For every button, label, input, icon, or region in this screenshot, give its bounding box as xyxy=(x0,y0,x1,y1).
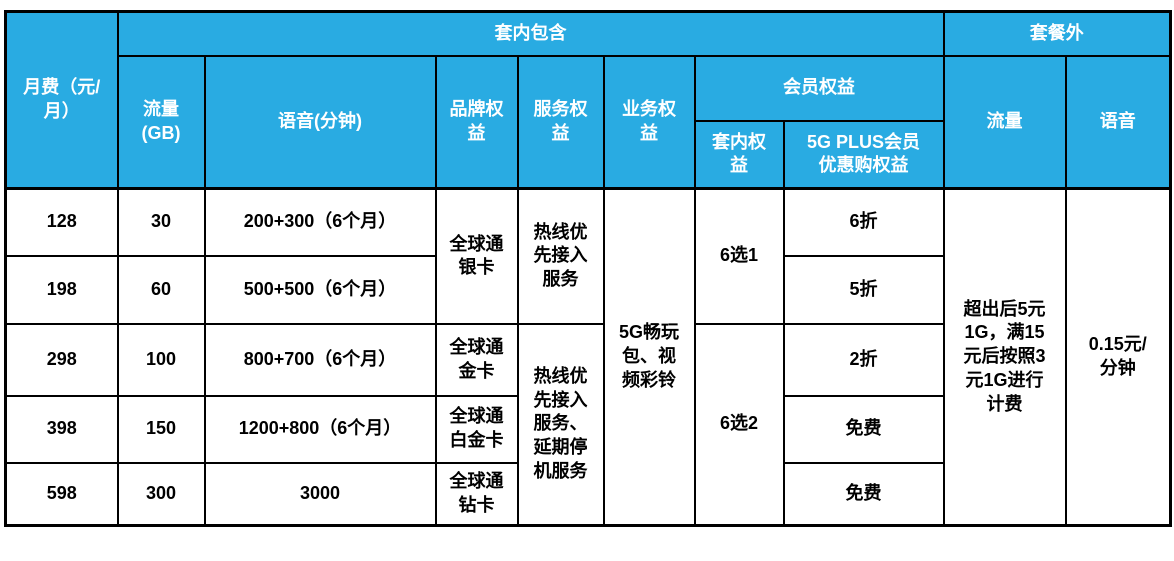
cell-fee: 398 xyxy=(4,394,119,464)
cell-voice: 1200+800（6个月） xyxy=(203,394,437,464)
table-row: 398 150 1200+800（6个月） 全球通 白金卡 免费 xyxy=(4,394,1171,464)
cell-fee: 298 xyxy=(4,322,119,397)
tariff-table: 月费（元/ 月） 套内包含 套餐外 流量 (GB) 语音(分钟) 品牌权 益 服… xyxy=(4,10,1173,527)
cell-data: 30 xyxy=(116,187,206,257)
header-brand-benefit: 品牌权 益 xyxy=(434,54,519,190)
header-member-in-package: 套内权 益 xyxy=(693,119,785,190)
cell-data: 60 xyxy=(116,254,206,325)
cell-fee: 198 xyxy=(4,254,119,325)
cell-discount: 免费 xyxy=(782,461,945,527)
cell-extra-data-rule: 超出后5元 1G，满15 元后按照3 元1G进行 计费 xyxy=(942,187,1067,527)
header-member-benefit: 会员权益 xyxy=(693,54,945,122)
cell-data: 150 xyxy=(116,394,206,464)
header-voice-minutes: 语音(分钟) xyxy=(203,54,437,190)
cell-discount: 免费 xyxy=(782,394,945,464)
cell-voice: 3000 xyxy=(203,461,437,527)
cell-brand-diamond: 全球通 钻卡 xyxy=(434,461,519,527)
header-member-5g-plus: 5G PLUS会员 优惠购权益 xyxy=(782,119,945,190)
cell-fee: 598 xyxy=(4,461,119,527)
cell-data: 300 xyxy=(116,461,206,527)
cell-service-top: 热线优 先接入 服务 xyxy=(516,187,605,325)
header-extra-data: 流量 xyxy=(942,54,1067,190)
table-row: 128 30 200+300（6个月） 全球通 银卡 热线优 先接入 服务 5G… xyxy=(4,187,1172,527)
cell-data: 100 xyxy=(116,322,206,397)
cell-extra-voice-rule: 0.15元/ 分钟 xyxy=(1064,187,1172,527)
cell-member-choice-top: 6选1 xyxy=(693,187,785,325)
cell-discount: 6折 xyxy=(782,187,945,257)
cell-discount: 2折 xyxy=(782,322,945,397)
header-group-out-package: 套餐外 xyxy=(942,10,1172,57)
cell-member-choice-bottom: 6选2 xyxy=(693,322,785,527)
cell-voice: 500+500（6个月） xyxy=(203,254,437,325)
header-group-in-package: 套内包含 xyxy=(116,10,945,57)
cell-service-bottom: 热线优 先接入 服务、 延期停 机服务 xyxy=(516,322,605,527)
header-data-gb: 流量 (GB) xyxy=(116,54,206,190)
cell-business-all: 5G畅玩 包、视 频彩铃 xyxy=(602,187,696,527)
header-extra-voice: 语音 xyxy=(1064,54,1172,190)
table-row: 198 60 500+500（6个月） 5折 xyxy=(4,254,1171,325)
cell-brand-gold: 全球通 金卡 xyxy=(434,322,519,397)
tariff-table-container: 月费（元/ 月） 套内包含 套餐外 流量 (GB) 语音(分钟) 品牌权 益 服… xyxy=(4,10,1173,527)
header-business-benefit: 业务权 益 xyxy=(602,54,696,190)
cell-brand-silver: 全球通 银卡 xyxy=(434,187,519,325)
table-row: 298 100 800+700（6个月） 全球通 金卡 热线优 先接入 服务、 … xyxy=(4,322,1171,527)
header-monthly-fee: 月费（元/ 月） xyxy=(4,10,119,190)
cell-voice: 800+700（6个月） xyxy=(203,322,437,397)
table-row: 598 300 3000 全球通 钻卡 免费 xyxy=(4,461,1171,527)
header-service-benefit: 服务权 益 xyxy=(516,54,605,190)
cell-fee: 128 xyxy=(4,187,119,257)
cell-voice: 200+300（6个月） xyxy=(203,187,437,257)
cell-brand-platinum: 全球通 白金卡 xyxy=(434,394,519,464)
cell-discount: 5折 xyxy=(782,254,945,325)
